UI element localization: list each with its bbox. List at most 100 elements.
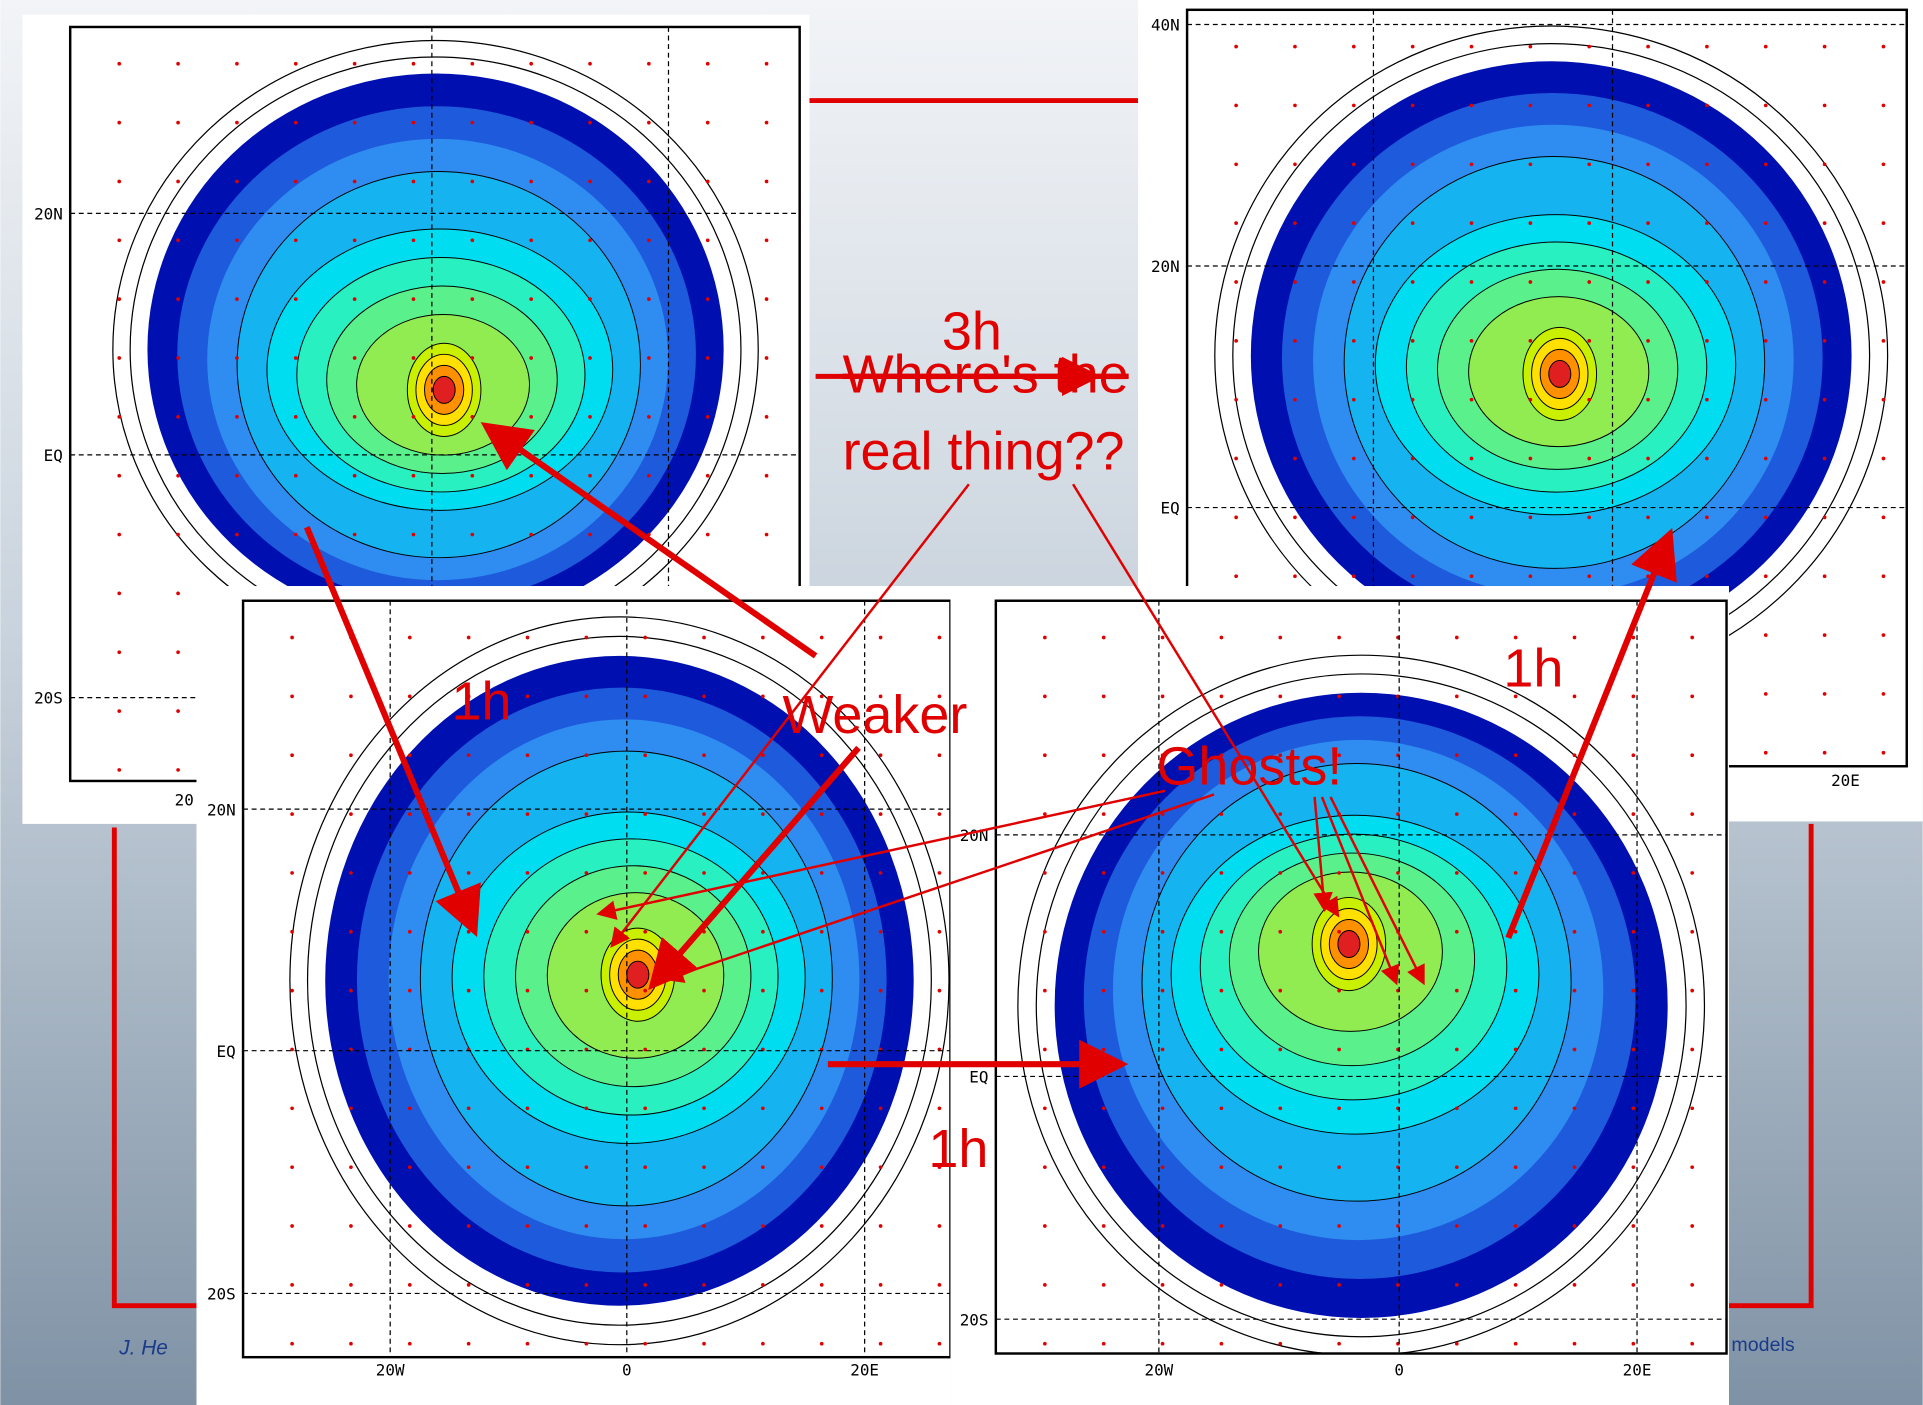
wind-vector [643, 930, 647, 934]
wind-vector [412, 121, 416, 125]
wind-vector [1529, 45, 1533, 49]
wind-vector [1411, 162, 1415, 166]
wind-vector [938, 930, 942, 934]
label: Weaker [783, 685, 968, 745]
hot-spot [433, 376, 455, 403]
wind-vector [412, 356, 416, 360]
hot-spot [627, 961, 649, 988]
wind-vector [647, 121, 651, 125]
wind-vector [1234, 574, 1238, 578]
wind-vector [349, 1165, 353, 1169]
lon-label: 20E [1623, 1361, 1652, 1380]
wind-vector [349, 871, 353, 875]
wind-vector [349, 1283, 353, 1287]
wind-vector [1220, 812, 1224, 816]
wind-vector [353, 415, 357, 419]
wind-vector [1690, 871, 1694, 875]
wind-vector [585, 871, 589, 875]
wind-vector [702, 1165, 706, 1169]
wind-vector [467, 989, 471, 993]
wind-vector [1337, 871, 1341, 875]
lat-label: EQ [44, 446, 63, 465]
wind-vector [1161, 989, 1165, 993]
wind-vector [349, 1106, 353, 1110]
wind-vector [1161, 1048, 1165, 1052]
wind-vector [412, 474, 416, 478]
wind-vector [1764, 633, 1768, 637]
wind-vector [1882, 162, 1886, 166]
wind-vector [1293, 398, 1297, 402]
wind-vector [470, 297, 474, 301]
wind-vector [290, 871, 294, 875]
wind-vector [235, 238, 239, 242]
wind-vector [1102, 1283, 1106, 1287]
wind-vector [1632, 989, 1636, 993]
wind-vector [706, 121, 710, 125]
wind-vector [1632, 695, 1636, 699]
wind-vector [1220, 1342, 1224, 1346]
wind-vector [1529, 162, 1533, 166]
wind-vector [1705, 104, 1709, 108]
wind-vector [526, 930, 530, 934]
wind-vector [1514, 871, 1518, 875]
wind-vector [820, 812, 824, 816]
wind-vector [529, 238, 533, 242]
wind-vector [1705, 280, 1709, 284]
wind-vector [1823, 45, 1827, 49]
wind-vector [1823, 516, 1827, 520]
wind-vector [1411, 339, 1415, 343]
wind-vector [820, 871, 824, 875]
wind-vector [588, 474, 592, 478]
wind-vector [349, 989, 353, 993]
wind-vector [470, 474, 474, 478]
wind-vector [647, 415, 651, 419]
wind-vector [1470, 280, 1474, 284]
wind-vector [1823, 398, 1827, 402]
wind-vector [1234, 398, 1238, 402]
wind-vector [879, 871, 883, 875]
wind-vector [1352, 398, 1356, 402]
wind-vector [1646, 104, 1650, 108]
wind-vector [585, 812, 589, 816]
wind-vector [353, 180, 357, 184]
wind-vector [526, 1224, 530, 1228]
wind-vector [1234, 162, 1238, 166]
wind-vector [294, 62, 298, 66]
wind-vector [1337, 1283, 1341, 1287]
wind-vector [765, 297, 769, 301]
wind-vector [1587, 280, 1591, 284]
wind-vector [647, 474, 651, 478]
wind-vector [412, 297, 416, 301]
wind-vector [1690, 930, 1694, 934]
wind-vector [702, 989, 706, 993]
wind-vector [529, 474, 533, 478]
wind-vector [1764, 280, 1768, 284]
wind-vector [706, 474, 710, 478]
wind-vector [176, 533, 180, 537]
wind-vector [585, 1106, 589, 1110]
wind-vector [1690, 1342, 1694, 1346]
wind-vector [294, 238, 298, 242]
wind-vector [1411, 516, 1415, 520]
wind-vector [529, 297, 533, 301]
wind-vector [1470, 45, 1474, 49]
wind-vector [353, 356, 357, 360]
wind-vector [1102, 753, 1106, 757]
wind-vector [1161, 636, 1165, 640]
wind-vector [1043, 1048, 1047, 1052]
wind-vector [176, 238, 180, 242]
lat-label: 20N [34, 204, 63, 223]
wind-vector [1043, 1342, 1047, 1346]
wind-vector [235, 356, 239, 360]
wind-vector [117, 415, 121, 419]
wind-vector [938, 753, 942, 757]
wind-vector [1455, 1165, 1459, 1169]
wind-vector [408, 989, 412, 993]
wind-vector [176, 121, 180, 125]
wind-vector [938, 636, 942, 640]
wind-vector [761, 695, 765, 699]
wind-vector [1220, 1283, 1224, 1287]
wind-vector [1220, 1224, 1224, 1228]
wind-vector [1411, 457, 1415, 461]
